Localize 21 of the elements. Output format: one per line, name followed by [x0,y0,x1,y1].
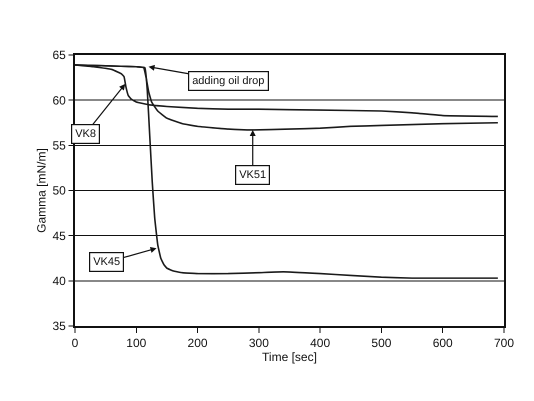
y-tick-label: 65 [52,48,66,62]
annotation: VK45 [93,256,120,268]
x-tick-label: 700 [494,336,514,350]
y-tick-label: 60 [52,93,66,108]
y-axis-title: Gamma [mN/m] [34,148,48,233]
x-tick-label: 0 [72,336,79,350]
x-tick-label: 100 [126,336,147,350]
x-tick-label: 600 [432,336,454,350]
x-tick-label: 400 [310,336,330,350]
y-tick-label: 35 [52,319,66,334]
y-tick-label: 45 [52,228,66,243]
annotation: adding oil drop [192,75,264,88]
annotation: VK51 [239,169,266,182]
x-axis-title: Time [sec] [262,350,317,364]
x-tick-label: 200 [188,336,208,350]
x-tick-label: 300 [248,336,270,350]
x-tick-label: 500 [371,336,392,350]
y-tick-label: 55 [52,138,66,153]
y-tick-label: 50 [52,184,66,198]
y-tick-label: 40 [52,274,66,288]
annotation: VK8 [75,128,96,140]
